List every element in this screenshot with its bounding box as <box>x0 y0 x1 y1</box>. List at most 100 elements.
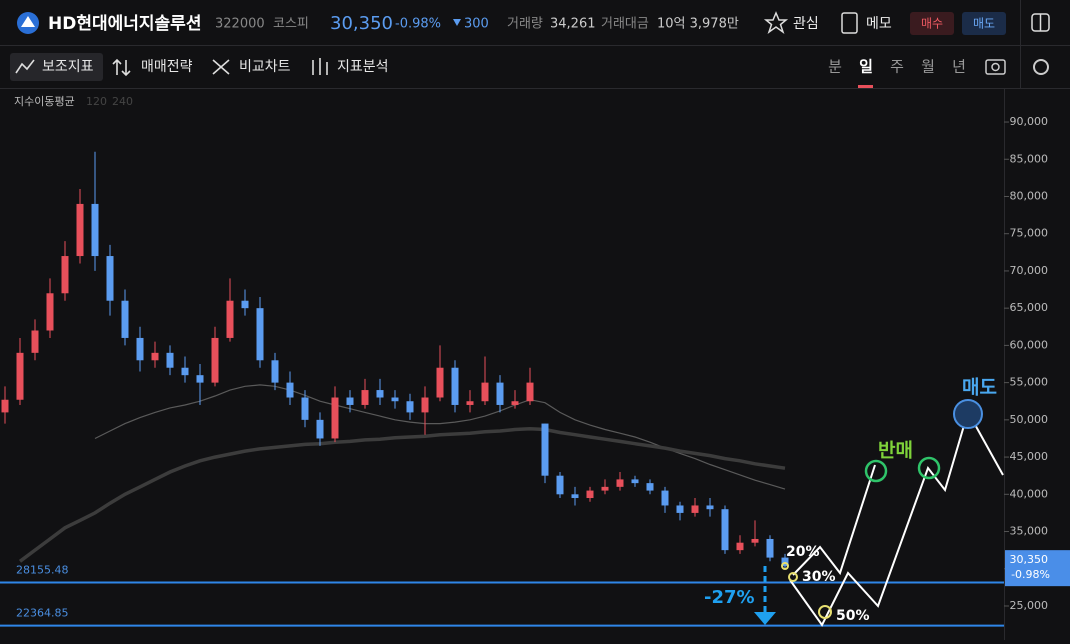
drop-arrow-head <box>754 612 776 625</box>
period-underline <box>858 85 873 88</box>
level-label: 28155.48 <box>16 563 69 576</box>
candle-body <box>631 479 639 484</box>
projection-line <box>792 464 876 576</box>
stock-code: 322000 <box>215 17 265 32</box>
y-tick-label: 25,000 <box>1010 599 1049 612</box>
tool-button[interactable]: 매매전략 <box>141 59 193 75</box>
market: 코스피 <box>273 17 309 32</box>
candle-body <box>1 399 9 413</box>
candle-body <box>601 486 609 491</box>
y-tick-label: 50,000 <box>1010 413 1049 426</box>
annotation: 매도 <box>962 377 997 399</box>
star-icon[interactable] <box>763 11 789 34</box>
candle-body <box>61 256 69 294</box>
last-price-label: 30,350 <box>1010 553 1049 566</box>
amount-label: 거래대금 <box>601 17 649 32</box>
candle-body <box>661 490 669 506</box>
candle-body <box>226 300 234 338</box>
tool-button[interactable]: 보조지표 <box>42 59 94 75</box>
candle-body <box>481 382 489 402</box>
y-tick-label: 85,000 <box>1010 152 1049 165</box>
settings-icon[interactable] <box>1033 59 1049 75</box>
annotation: -27% <box>704 587 755 608</box>
candle-body <box>496 382 504 405</box>
amount: 10억 3,978만 <box>657 17 739 32</box>
last-price-change: -0.98% <box>1011 568 1050 581</box>
memo-icon[interactable] <box>841 12 858 34</box>
marker <box>781 562 789 570</box>
tool-button[interactable]: 비교차트 <box>239 59 291 75</box>
candle-body <box>571 494 579 499</box>
candle-body <box>586 490 594 499</box>
watch-button[interactable]: 관심 <box>793 16 819 32</box>
candle-body <box>346 397 354 405</box>
candle-body <box>166 352 174 368</box>
candle-body <box>736 542 744 551</box>
legend-entry: 240 <box>112 95 133 108</box>
candle-body <box>421 397 429 413</box>
period-button[interactable]: 일 <box>859 58 873 76</box>
markers <box>781 399 983 619</box>
tool-icon <box>112 58 131 77</box>
annotation: 반매 <box>878 440 913 462</box>
candle-body <box>406 401 414 413</box>
annotation: 50% <box>836 608 870 624</box>
candle-body <box>271 360 279 383</box>
candle-body <box>376 390 384 398</box>
period-button[interactable]: 월 <box>921 58 935 76</box>
candle-body <box>301 397 309 420</box>
sell-button-bg[interactable] <box>962 12 1006 35</box>
y-tick-label: 80,000 <box>1010 189 1049 202</box>
tool-icon <box>15 59 35 74</box>
candle-body <box>706 505 714 510</box>
camera-icon[interactable] <box>985 59 1006 75</box>
last-price-tag <box>1005 550 1070 587</box>
y-tick-label: 65,000 <box>1010 301 1049 314</box>
candle-body <box>136 337 144 361</box>
change: 300 <box>464 17 489 32</box>
candle-body <box>316 419 324 439</box>
stock-name: HD현대에너지솔루션 <box>48 14 201 34</box>
memo-button[interactable]: 메모 <box>866 16 892 32</box>
marker <box>917 456 941 480</box>
candle-body <box>541 423 549 476</box>
sell-button[interactable]: 매도 <box>973 17 995 31</box>
level-label: 22364.85 <box>16 607 69 620</box>
marker <box>953 399 983 429</box>
candle-body <box>781 557 789 567</box>
indicator-name: 지수이동평균 <box>14 95 75 108</box>
volume-label: 거래량 <box>507 17 543 32</box>
annotation: 30% <box>802 569 836 585</box>
y-tick-label: 45,000 <box>1010 450 1049 463</box>
tool-button[interactable]: 지표분석 <box>337 59 389 75</box>
candle-body <box>46 293 54 331</box>
y-tick-label: 75,000 <box>1010 227 1049 240</box>
period-button[interactable]: 주 <box>890 58 904 76</box>
legend-entry: 120 <box>86 95 107 108</box>
buy-button[interactable]: 매수 <box>921 17 943 31</box>
candle-body <box>511 401 519 405</box>
candle-body <box>121 300 129 338</box>
candle-body <box>556 475 564 495</box>
candle-body <box>616 479 624 487</box>
change-pct: -0.98% <box>395 17 441 32</box>
buy-button-bg[interactable] <box>910 12 954 35</box>
candle-body <box>331 397 339 439</box>
period-button[interactable]: 년 <box>952 58 966 76</box>
period-button[interactable]: 분 <box>828 58 842 76</box>
candle-body <box>91 203 99 257</box>
candle-body <box>76 203 84 257</box>
moving-average <box>18 427 786 563</box>
marker <box>864 459 888 483</box>
candle-body <box>751 538 759 543</box>
tool-icon <box>312 58 328 75</box>
candle-body <box>181 367 189 376</box>
marker <box>818 605 832 619</box>
y-tick-label: 35,000 <box>1010 525 1049 538</box>
candle-body <box>526 382 534 402</box>
y-tick-label: 90,000 <box>1010 115 1049 128</box>
candle-body <box>106 256 114 301</box>
candle-body <box>361 390 369 405</box>
